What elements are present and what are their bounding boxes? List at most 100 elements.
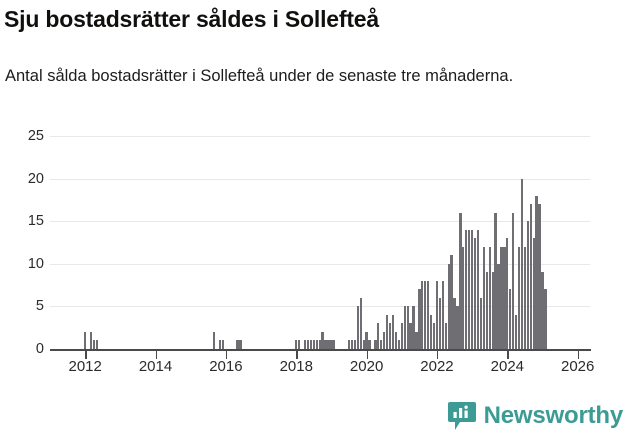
bar	[306, 340, 310, 349]
bar	[427, 280, 430, 349]
x-tick-mark-2024	[507, 351, 509, 359]
y-axis: 0 5 10 15 20 25	[0, 128, 44, 357]
bar-chart-speech-bubble-icon	[447, 402, 476, 430]
y-tick-label-5: 5	[35, 298, 44, 315]
bar	[438, 297, 442, 349]
bar	[471, 229, 474, 349]
x-tick-mark-2012	[85, 351, 87, 359]
bar	[517, 246, 521, 349]
bar	[221, 340, 225, 349]
x-tick-label-2018: 2018	[279, 358, 313, 375]
bar	[444, 323, 447, 349]
gridline-15	[50, 221, 590, 223]
bar-series	[50, 136, 590, 349]
plot-area: 0 5 10 15 20 25 2012 2014 2016 2018 2020 2022 2024 2…	[0, 128, 631, 386]
bar	[432, 323, 436, 349]
bar	[514, 314, 518, 349]
x-tick-label-2020: 2020	[349, 358, 384, 375]
bar	[509, 289, 512, 349]
bar	[459, 212, 462, 349]
x-tick-mark-2022	[436, 351, 439, 359]
x-tick-label-2026: 2026	[560, 358, 595, 375]
bar	[327, 340, 330, 349]
x-axis-ticks	[50, 351, 590, 361]
chart-subtitle: Antal sålda bostadsrätter i Sollefteå un…	[5, 67, 514, 85]
bar	[368, 340, 371, 349]
x-tick-mark-2016	[225, 351, 228, 359]
bar	[520, 178, 524, 349]
bar	[497, 263, 500, 349]
bar	[535, 195, 538, 349]
x-tick-mark-2018	[296, 351, 298, 359]
bar	[403, 306, 406, 349]
bar	[532, 238, 535, 349]
bar	[84, 331, 87, 349]
bar	[424, 280, 427, 349]
bar	[415, 331, 418, 349]
bar	[333, 340, 336, 349]
chart-footer: Newsworthy	[0, 398, 631, 439]
y-tick-label-0: 0	[35, 341, 44, 357]
bar	[391, 314, 395, 349]
bar	[450, 255, 453, 349]
x-axis: 2012 2014 2016 2018 2020 2022 2024 2026	[50, 358, 594, 382]
page-title: Sju bostadsrätter såldes i Sollefteå	[4, 6, 379, 32]
bar	[494, 212, 497, 349]
bar	[500, 246, 503, 349]
gridline-5	[50, 306, 590, 308]
x-axis-line	[50, 349, 591, 351]
x-tick-label-2024: 2024	[490, 358, 525, 375]
bar	[406, 306, 409, 349]
bar	[447, 263, 450, 349]
newsworthy-logo[interactable]: Newsworthy	[447, 401, 623, 431]
bar	[456, 306, 459, 349]
bar	[298, 340, 301, 349]
bar	[526, 221, 529, 349]
x-tick-label-2022: 2022	[420, 358, 454, 375]
x-tick-mark-2020	[366, 351, 369, 359]
bar	[421, 280, 424, 349]
bar	[485, 272, 488, 349]
bar	[482, 246, 485, 349]
bar	[347, 340, 351, 349]
bar	[491, 272, 494, 349]
bar	[441, 280, 444, 349]
x-tick-label-2012: 2012	[68, 358, 102, 375]
y-tick-label-15: 15	[27, 213, 44, 230]
bar	[353, 340, 357, 349]
y-tick-label-25: 25	[27, 128, 44, 144]
bar	[529, 204, 532, 349]
bar	[388, 323, 392, 349]
bar	[213, 331, 216, 349]
x-tick-label-2016: 2016	[209, 358, 243, 375]
gridline-10	[50, 263, 590, 265]
bar	[418, 289, 421, 349]
bar	[394, 331, 398, 349]
bar	[512, 212, 515, 349]
bar	[89, 331, 93, 349]
x-tick-mark-2026	[577, 351, 580, 359]
bar	[409, 323, 412, 349]
bar	[239, 340, 242, 349]
bar	[330, 340, 333, 349]
bar	[321, 331, 324, 349]
bar	[506, 238, 509, 349]
bar	[473, 238, 477, 349]
bar	[488, 246, 491, 349]
bar	[92, 340, 96, 349]
bar	[380, 340, 383, 349]
bar	[544, 289, 547, 349]
bar	[435, 280, 439, 349]
bar	[359, 297, 362, 349]
bar	[453, 297, 456, 349]
bar	[462, 246, 465, 349]
bar	[362, 340, 365, 349]
bar	[429, 314, 433, 349]
gridline-20	[50, 178, 590, 180]
bar	[523, 246, 527, 349]
bar	[377, 323, 380, 349]
x-tick-label-2014: 2014	[138, 358, 173, 375]
bar	[312, 340, 315, 349]
bar	[465, 229, 468, 349]
